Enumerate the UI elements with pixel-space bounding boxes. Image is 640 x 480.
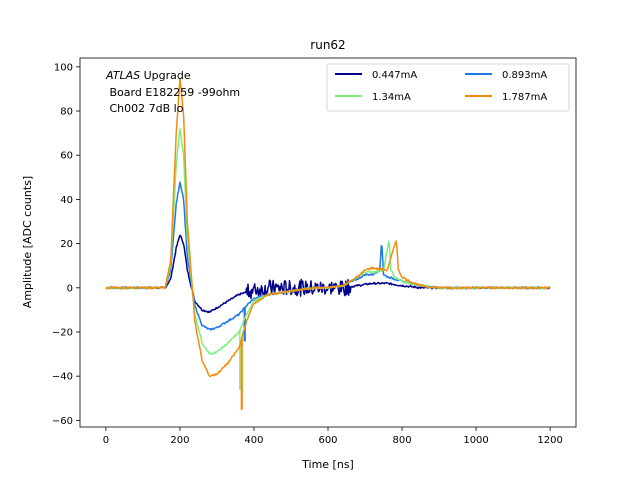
y-tick-label: −60 [52, 416, 73, 427]
annotation-line-1: ATLAS Upgrade [105, 69, 191, 82]
y-tick-label: −40 [52, 372, 73, 383]
y-tick-label: −20 [52, 327, 73, 338]
x-axis: 0 200 400 600 800 1000 1200 [103, 427, 563, 446]
legend-label: 0.447mA [372, 70, 417, 81]
legend-label: 0.893mA [502, 70, 547, 81]
y-tick-label: 80 [60, 107, 73, 118]
annotation-line-3: Ch002 7dB lo [106, 102, 184, 115]
y-axis-label: Amplitude [ADC counts] [21, 176, 34, 308]
y-tick-label: 20 [60, 239, 73, 250]
series-line-3 [105, 77, 551, 411]
x-tick-label: 400 [244, 435, 263, 446]
legend-box [326, 63, 570, 112]
y-tick-label: 60 [60, 151, 73, 162]
x-tick-label: 1000 [463, 435, 488, 446]
x-tick-label: 800 [392, 435, 411, 446]
y-tick-label: 40 [60, 195, 73, 206]
legend: 0.447mA 0.893mA 1.34mA 1.787mA [326, 63, 570, 112]
annotation: ATLAS Upgrade Board E182259 -99ohm Ch002… [105, 69, 240, 115]
annotation-upgrade: Upgrade [140, 69, 191, 82]
x-tick-label: 1200 [537, 435, 562, 446]
y-axis: −60 −40 −20 0 20 40 60 80 100 [52, 62, 80, 427]
y-tick-label: 0 [67, 283, 73, 294]
x-tick-label: 600 [318, 435, 337, 446]
annotation-line-2: Board E182259 -99ohm [106, 86, 240, 99]
legend-label: 1.34mA [372, 92, 411, 103]
series-layer [105, 77, 551, 411]
chart-title: run62 [310, 38, 345, 52]
x-tick-label: 200 [170, 435, 189, 446]
x-tick-label: 0 [103, 435, 109, 446]
y-tick-label: 100 [54, 62, 73, 73]
annotation-atlas: ATLAS [105, 69, 140, 82]
legend-label: 1.787mA [502, 92, 547, 103]
x-axis-label: Time [ns] [301, 458, 354, 471]
